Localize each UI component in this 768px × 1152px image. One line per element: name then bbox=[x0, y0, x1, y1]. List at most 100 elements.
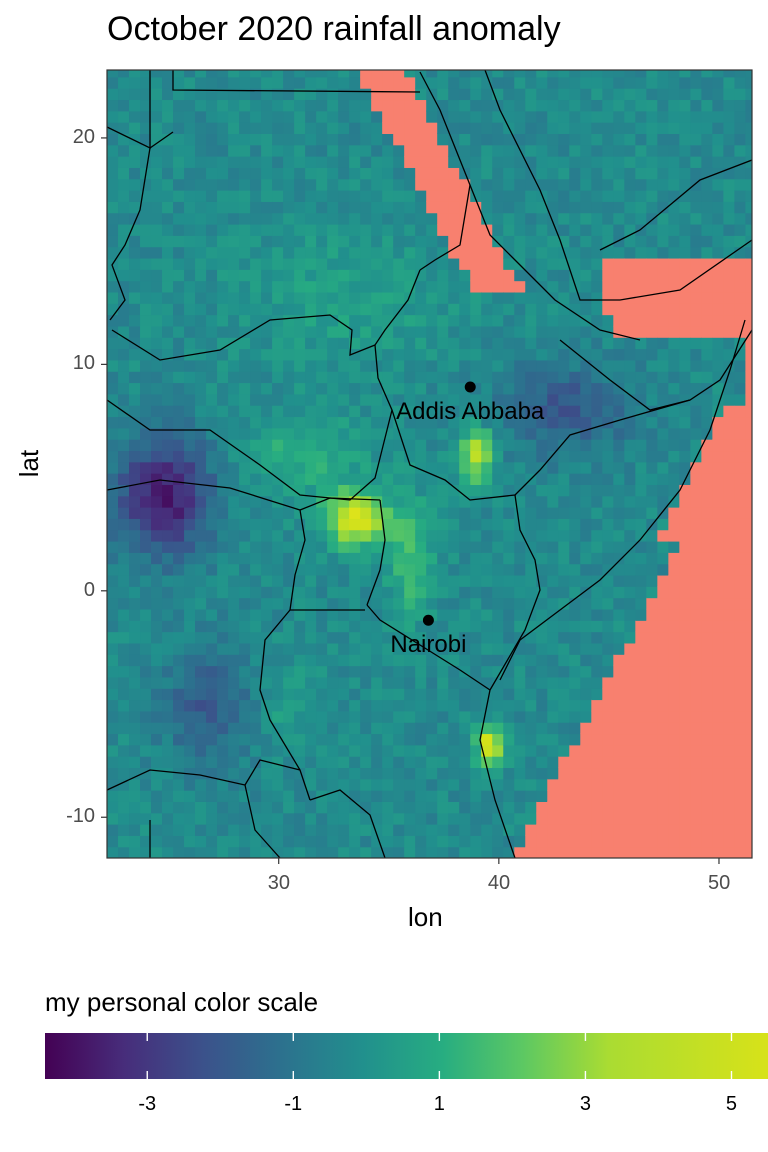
heatmap-cell bbox=[415, 688, 427, 701]
heatmap-cell bbox=[382, 257, 394, 270]
heatmap-cell bbox=[283, 518, 295, 531]
heatmap-cell bbox=[327, 156, 339, 168]
heatmap-cell bbox=[162, 473, 174, 485]
heatmap-cell bbox=[624, 235, 636, 248]
heatmap-cell bbox=[745, 325, 752, 338]
heatmap-cell bbox=[261, 574, 273, 587]
heatmap-cell bbox=[360, 688, 372, 701]
heatmap-cell bbox=[250, 450, 262, 463]
heatmap-cell bbox=[668, 371, 680, 384]
heatmap-cell bbox=[415, 246, 427, 259]
heatmap-cell bbox=[206, 291, 218, 304]
heatmap-cell bbox=[701, 722, 713, 735]
heatmap-cell bbox=[536, 450, 548, 463]
heatmap-cell bbox=[712, 348, 724, 361]
heatmap-cell bbox=[701, 529, 713, 542]
heatmap-cell bbox=[426, 144, 438, 157]
heatmap-cell bbox=[151, 756, 163, 769]
heatmap-cell bbox=[481, 846, 493, 858]
heatmap-cell bbox=[195, 778, 207, 791]
heatmap-cell bbox=[734, 167, 746, 180]
heatmap-cell bbox=[712, 676, 724, 689]
heatmap-cell bbox=[613, 359, 625, 372]
heatmap-cell bbox=[162, 303, 174, 316]
heatmap-cell bbox=[272, 110, 284, 123]
heatmap-cell bbox=[250, 495, 262, 508]
heatmap-cell bbox=[382, 144, 394, 157]
heatmap-cell bbox=[316, 88, 328, 101]
heatmap-cell bbox=[338, 473, 350, 485]
heatmap-cell bbox=[107, 133, 119, 146]
heatmap-cell bbox=[217, 110, 229, 123]
heatmap-cell bbox=[140, 337, 152, 350]
heatmap-cell bbox=[514, 597, 526, 610]
heatmap-cell bbox=[206, 348, 218, 361]
heatmap-cell bbox=[151, 631, 163, 644]
heatmap-cell bbox=[184, 337, 196, 350]
heatmap-cell bbox=[316, 178, 328, 191]
heatmap-cell bbox=[701, 824, 713, 836]
heatmap-cell bbox=[459, 133, 471, 146]
heatmap-cell bbox=[151, 801, 163, 814]
heatmap-cell bbox=[415, 574, 427, 587]
heatmap-cell bbox=[239, 235, 251, 248]
heatmap-cell bbox=[613, 405, 625, 418]
heatmap-cell bbox=[602, 574, 614, 587]
heatmap-cell bbox=[184, 190, 196, 202]
heatmap-cell bbox=[569, 710, 581, 723]
heatmap-cell bbox=[426, 665, 438, 678]
heatmap-cell bbox=[734, 540, 746, 553]
heatmap-cell bbox=[602, 812, 614, 825]
heatmap-cell bbox=[492, 507, 504, 519]
heatmap-cell bbox=[701, 133, 713, 146]
heatmap-cell bbox=[558, 812, 570, 825]
heatmap-cell bbox=[107, 303, 119, 316]
heatmap-cell bbox=[459, 246, 471, 259]
heatmap-cell bbox=[690, 744, 702, 757]
heatmap-cell bbox=[206, 439, 218, 452]
heatmap-cell bbox=[514, 359, 526, 372]
heatmap-cell bbox=[305, 620, 317, 633]
heatmap-cell bbox=[250, 846, 262, 858]
heatmap-cell bbox=[393, 303, 405, 316]
heatmap-cell bbox=[371, 269, 383, 282]
heatmap-cell bbox=[151, 529, 163, 542]
heatmap-cell bbox=[195, 348, 207, 361]
heatmap-cell bbox=[624, 710, 636, 723]
heatmap-cell bbox=[525, 110, 537, 123]
heatmap-cell bbox=[107, 76, 119, 89]
heatmap-cell bbox=[635, 439, 647, 452]
heatmap-cell bbox=[437, 518, 449, 531]
heatmap-cell bbox=[162, 518, 174, 531]
heatmap-cell bbox=[118, 756, 130, 769]
heatmap-cell bbox=[184, 405, 196, 418]
heatmap-cell bbox=[635, 303, 647, 316]
heatmap-cell bbox=[129, 190, 141, 202]
heatmap-cell bbox=[514, 518, 526, 531]
heatmap-cell bbox=[250, 744, 262, 757]
heatmap-cell bbox=[184, 778, 196, 791]
heatmap-cell bbox=[426, 246, 438, 259]
heatmap-cell bbox=[558, 507, 570, 519]
heatmap-cell bbox=[602, 461, 614, 474]
heatmap-cell bbox=[184, 371, 196, 384]
heatmap-cell bbox=[734, 70, 746, 78]
heatmap-cell bbox=[437, 586, 449, 599]
heatmap-cell bbox=[624, 608, 636, 621]
heatmap-cell bbox=[536, 586, 548, 599]
legend-tick-label: 5 bbox=[725, 1093, 738, 1115]
heatmap-cell bbox=[173, 178, 185, 191]
heatmap-cell bbox=[217, 495, 229, 508]
heatmap-cell bbox=[261, 246, 273, 259]
heatmap-cell bbox=[448, 801, 460, 814]
heatmap-cell bbox=[294, 586, 306, 599]
heatmap-cell bbox=[470, 405, 482, 418]
heatmap-cell bbox=[360, 824, 372, 836]
heatmap-cell bbox=[734, 631, 746, 644]
heatmap-cell bbox=[723, 235, 735, 248]
heatmap-cell bbox=[470, 190, 482, 202]
heatmap-cell bbox=[371, 133, 383, 146]
heatmap-cell bbox=[173, 280, 185, 293]
heatmap-cell bbox=[459, 495, 471, 508]
heatmap-cell bbox=[459, 280, 471, 293]
